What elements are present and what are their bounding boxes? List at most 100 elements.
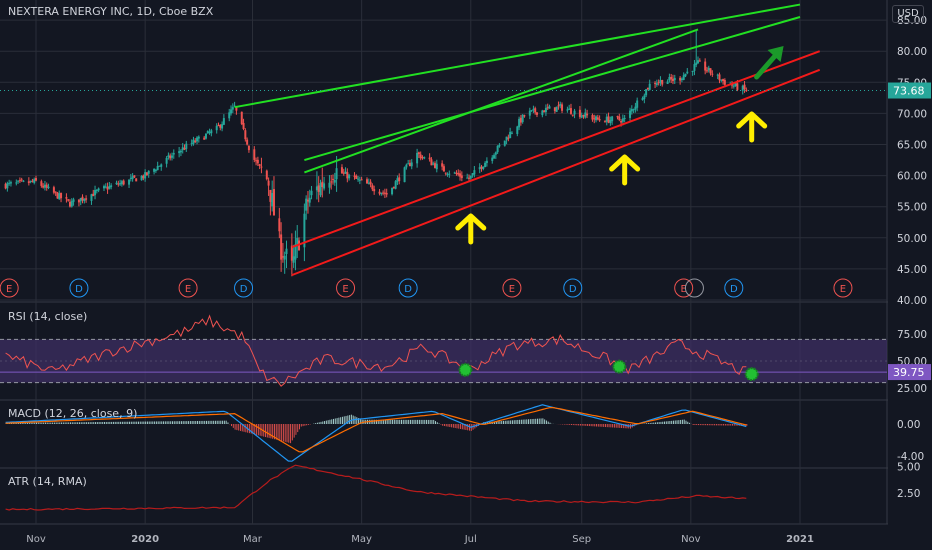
earnings-marker[interactable] [674, 278, 694, 298]
trendline-red[interactable] [291, 50, 821, 249]
candle[interactable] [308, 197, 311, 203]
candle[interactable] [303, 213, 306, 248]
candle[interactable] [81, 196, 84, 201]
candle[interactable] [718, 74, 721, 81]
candle[interactable] [521, 114, 524, 123]
candle[interactable] [657, 82, 660, 84]
candle[interactable] [421, 157, 424, 159]
candle[interactable] [582, 114, 585, 117]
candle[interactable] [90, 194, 93, 201]
candle[interactable] [546, 107, 549, 109]
candle[interactable] [457, 173, 460, 175]
candle[interactable] [732, 85, 735, 87]
atr-pane[interactable] [5, 464, 747, 511]
candle[interactable] [460, 175, 463, 179]
dividend-marker[interactable] [69, 278, 89, 298]
candle[interactable] [42, 185, 45, 188]
candle[interactable] [636, 100, 639, 108]
candle[interactable] [680, 78, 683, 80]
candle[interactable] [247, 145, 250, 151]
candle[interactable] [441, 163, 444, 167]
rsi-pane[interactable] [0, 314, 887, 387]
candle[interactable] [27, 181, 30, 184]
candle[interactable] [396, 178, 399, 182]
candle[interactable] [566, 109, 569, 111]
candle[interactable] [682, 75, 685, 80]
candle[interactable] [391, 187, 394, 195]
candle[interactable] [711, 73, 714, 75]
candle[interactable] [507, 137, 510, 139]
candle[interactable] [571, 114, 574, 116]
candle[interactable] [31, 180, 34, 182]
candle[interactable] [342, 172, 345, 174]
candle[interactable] [45, 184, 48, 188]
candle[interactable] [267, 180, 270, 186]
candle[interactable] [684, 73, 687, 77]
candle[interactable] [97, 188, 100, 191]
candle[interactable] [110, 185, 113, 187]
candle[interactable] [516, 126, 519, 134]
candle[interactable] [20, 179, 23, 181]
macd-signal-line[interactable] [5, 406, 747, 453]
candle[interactable] [135, 178, 138, 182]
candle[interactable] [578, 109, 581, 117]
candle[interactable] [603, 121, 606, 123]
candle[interactable] [43, 184, 46, 188]
candle[interactable] [92, 193, 95, 197]
candle[interactable] [194, 140, 197, 143]
earnings-marker[interactable] [502, 278, 522, 298]
candle[interactable] [292, 256, 295, 263]
candle[interactable] [371, 185, 374, 190]
candle[interactable] [523, 115, 526, 117]
candle[interactable] [734, 83, 737, 86]
candle[interactable] [319, 183, 322, 196]
candle[interactable] [498, 144, 501, 147]
candle[interactable] [228, 112, 231, 119]
candle[interactable] [378, 191, 381, 194]
candle[interactable] [315, 186, 318, 191]
candle[interactable] [154, 170, 157, 172]
candle[interactable] [355, 175, 358, 179]
candle[interactable] [442, 166, 445, 172]
candle[interactable] [140, 175, 143, 181]
candle[interactable] [595, 116, 598, 121]
candle[interactable] [235, 106, 238, 111]
candle[interactable] [435, 163, 438, 170]
candle[interactable] [645, 89, 648, 96]
atr-line[interactable] [5, 464, 747, 511]
candle[interactable] [231, 107, 234, 110]
candle[interactable] [392, 186, 395, 189]
candle[interactable] [170, 155, 173, 158]
candle[interactable] [385, 192, 388, 195]
candle[interactable] [695, 62, 698, 65]
candle[interactable] [120, 181, 123, 185]
candle[interactable] [206, 131, 209, 134]
candle[interactable] [203, 137, 206, 140]
candle[interactable] [591, 115, 594, 120]
candle[interactable] [258, 164, 261, 166]
trendline-red[interactable] [291, 68, 821, 277]
candle[interactable] [117, 183, 120, 185]
candle[interactable] [119, 183, 122, 185]
candle[interactable] [144, 172, 147, 179]
candle[interactable] [704, 61, 707, 71]
candle[interactable] [158, 165, 161, 167]
candle[interactable] [340, 167, 343, 174]
candle[interactable] [15, 182, 18, 184]
candle[interactable] [335, 168, 338, 180]
candle[interactable] [60, 193, 63, 199]
candle[interactable] [480, 166, 483, 169]
candle[interactable] [153, 168, 156, 172]
candle[interactable] [128, 179, 131, 185]
candle[interactable] [260, 166, 263, 168]
candle[interactable] [407, 163, 410, 165]
candle[interactable] [491, 157, 494, 161]
candle[interactable] [736, 83, 739, 90]
dividend-marker[interactable] [724, 278, 744, 298]
candle[interactable] [108, 185, 111, 189]
candle[interactable] [473, 170, 476, 175]
candle[interactable] [242, 122, 245, 129]
candle[interactable] [535, 112, 538, 115]
candle[interactable] [185, 143, 188, 149]
